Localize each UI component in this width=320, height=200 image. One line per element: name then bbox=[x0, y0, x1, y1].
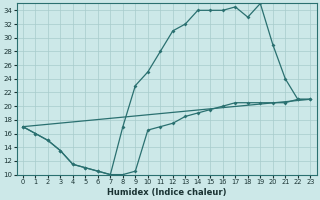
X-axis label: Humidex (Indice chaleur): Humidex (Indice chaleur) bbox=[107, 188, 226, 197]
